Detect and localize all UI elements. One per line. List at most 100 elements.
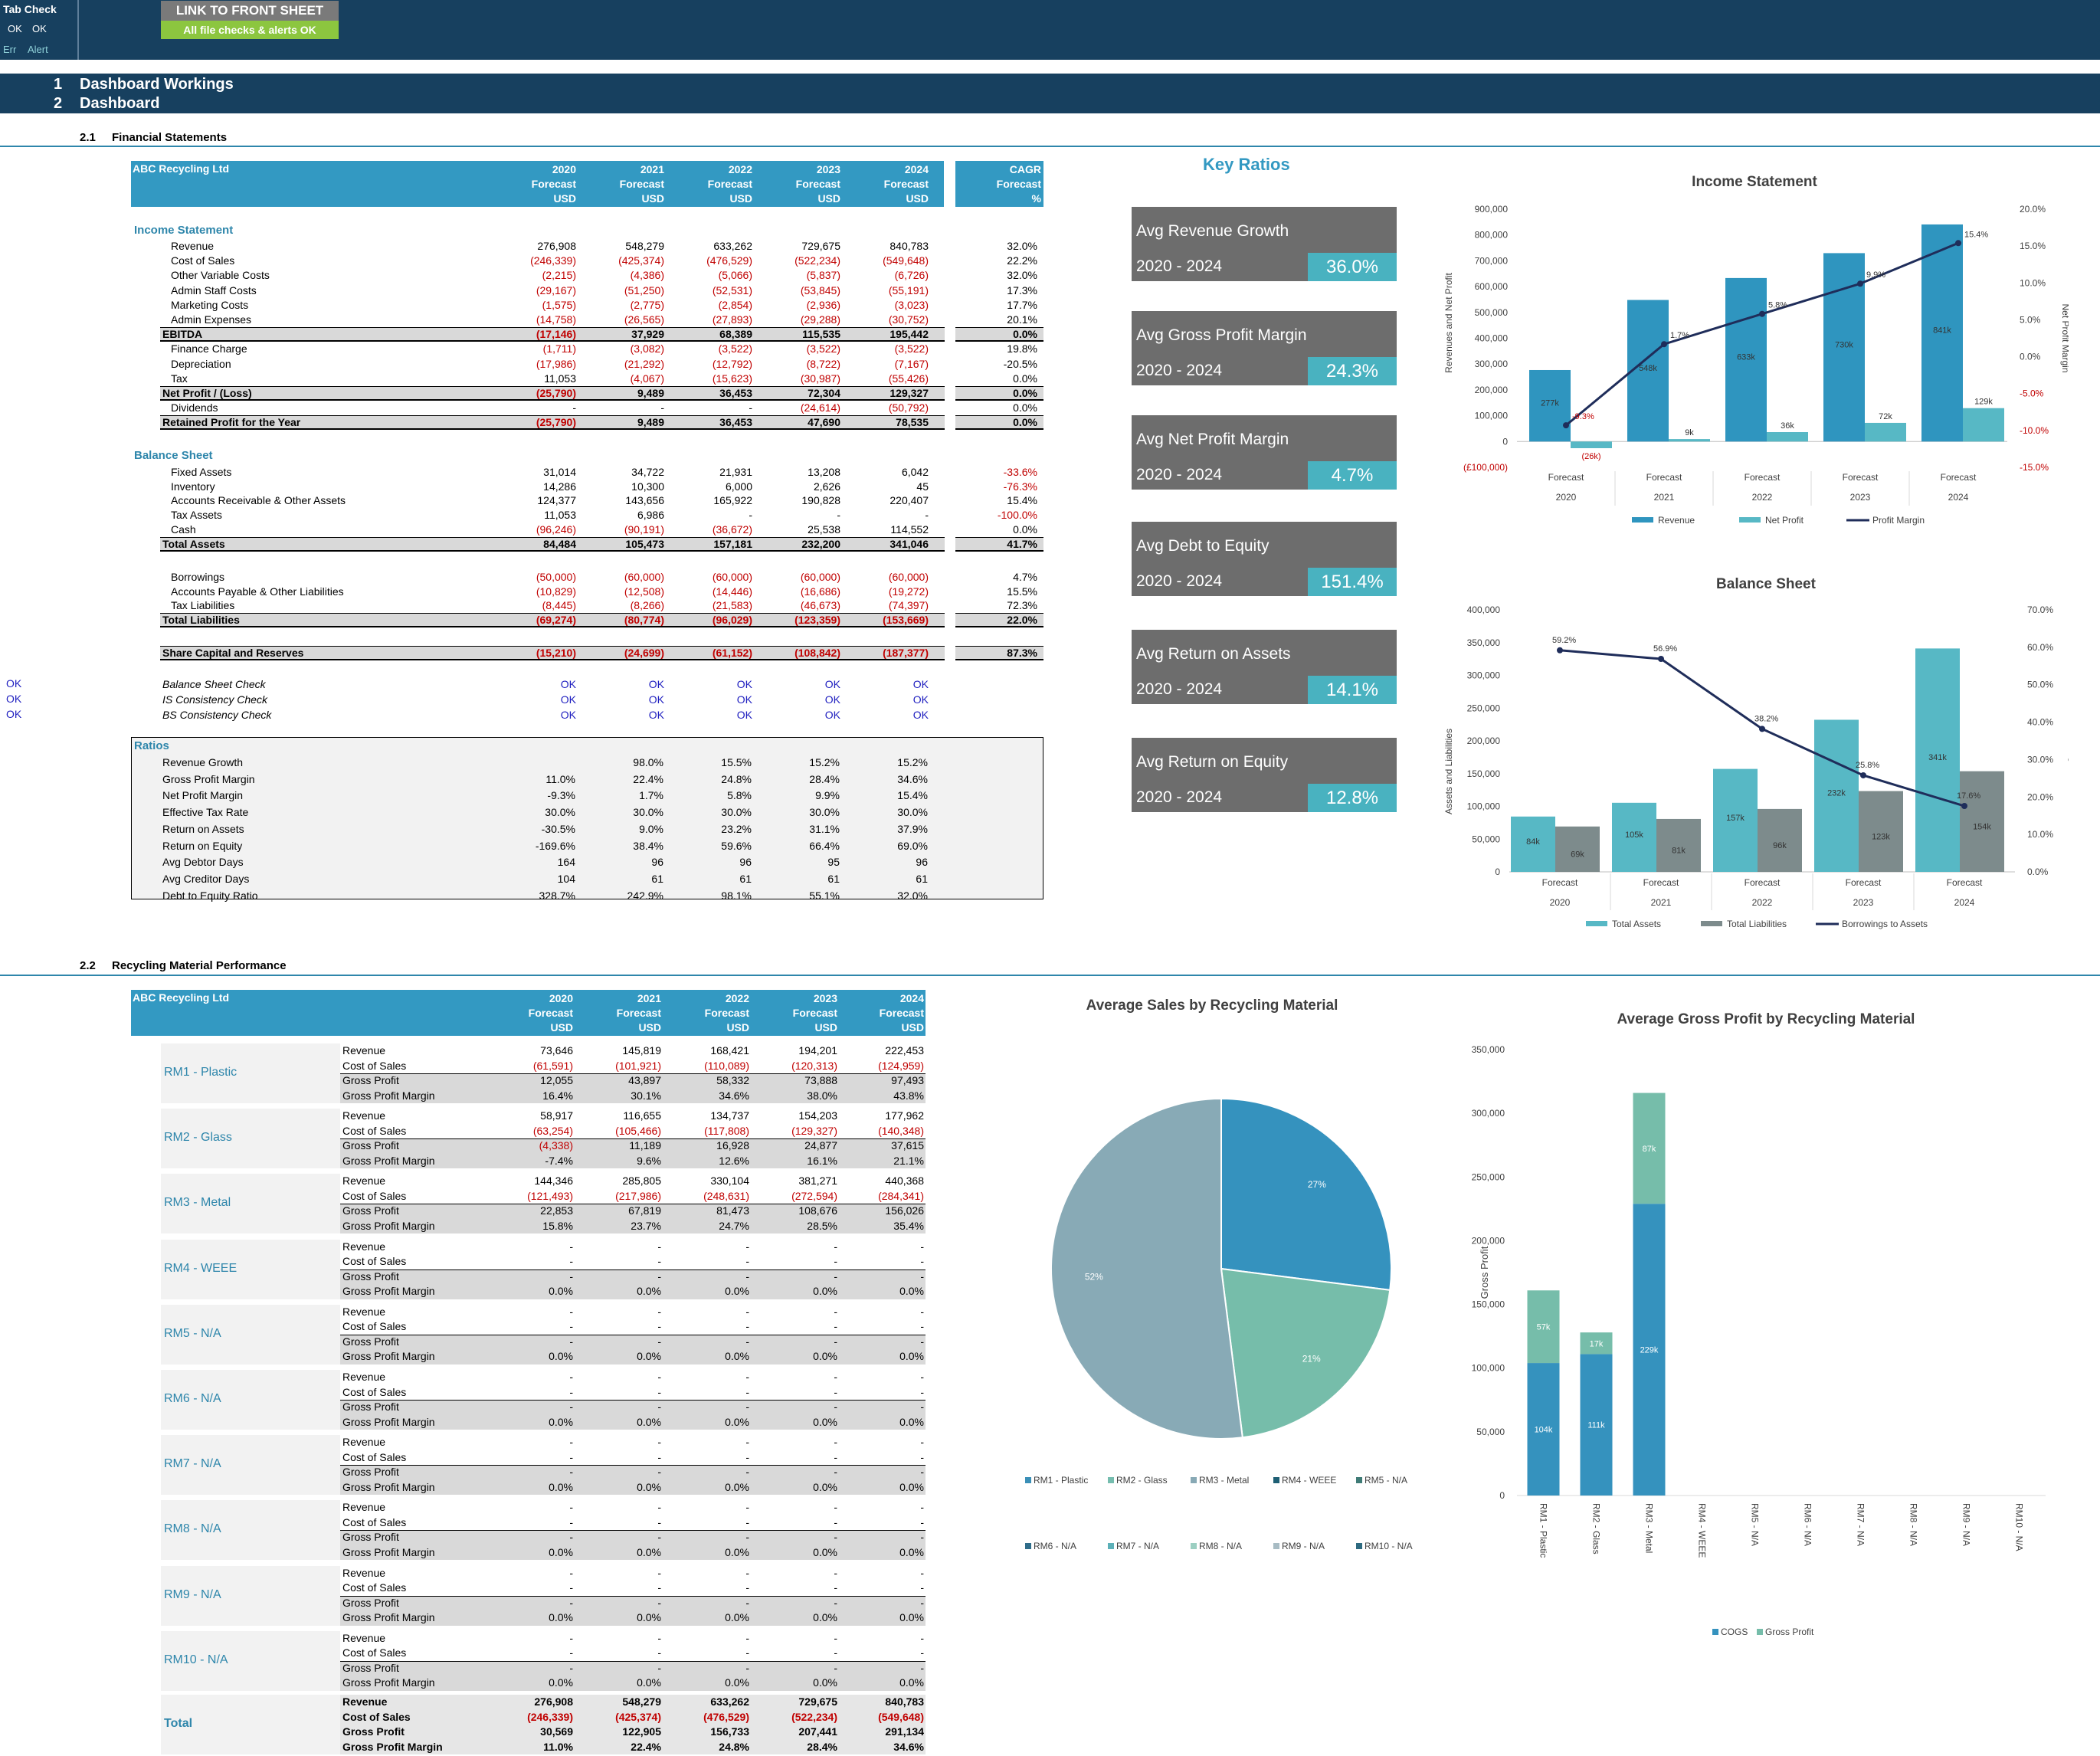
table-row: Dividends - - - (24,614) (50,792) 0.0% bbox=[131, 401, 1043, 415]
cell-value: - bbox=[657, 1515, 661, 1528]
bar-label: 87k bbox=[1643, 1145, 1656, 1154]
bar-label: 105k bbox=[1625, 830, 1643, 840]
legend-label: RM6 - N/A bbox=[1034, 1541, 1076, 1551]
cell-value: (14,758) bbox=[536, 313, 576, 326]
x-tick-label: RM5 - N/A bbox=[1750, 1503, 1761, 1546]
cell-value: - bbox=[569, 1305, 573, 1318]
ratio-value: 164 bbox=[557, 856, 575, 869]
line-label: Cost of Sales bbox=[342, 1710, 411, 1723]
cell-value: 73,646 bbox=[540, 1044, 573, 1057]
y-tick-label: 150,000 bbox=[1472, 1299, 1505, 1310]
cell-value: - bbox=[569, 1269, 573, 1283]
table-row: Net Profit / (Loss) (25,790) 9,489 36,453 72… bbox=[131, 386, 1043, 401]
gp-band bbox=[340, 1138, 926, 1169]
ratio-value: 98.1% bbox=[721, 889, 752, 902]
line-label: Cost of Sales bbox=[342, 1059, 407, 1072]
cell-value: OK bbox=[912, 709, 929, 721]
nav-item-dashboard[interactable]: Dashboard bbox=[80, 95, 160, 112]
table-row: EBITDA (17,146) 37,929 68,389 115,535 195,442… bbox=[131, 327, 1043, 342]
cell-value: (8,445) bbox=[542, 599, 576, 612]
cell-value: 23.7% bbox=[631, 1219, 661, 1232]
net-profit-bar bbox=[1669, 439, 1710, 442]
ratio-value: 30.0% bbox=[809, 806, 840, 819]
nav-item-dashboard-workings[interactable]: Dashboard Workings bbox=[80, 76, 234, 93]
cell-value: -7.4% bbox=[545, 1154, 573, 1167]
cell-value: - bbox=[920, 1501, 924, 1514]
row-label: EBITDA bbox=[162, 328, 203, 341]
currency-label: USD bbox=[553, 192, 576, 205]
cell-value: (61,591) bbox=[532, 1059, 573, 1072]
y-tick-label: 50,000 bbox=[1476, 1427, 1505, 1437]
line-label: 15.4% bbox=[1964, 230, 1988, 239]
ratio-value: 5.8% bbox=[727, 789, 752, 802]
cell-value: - bbox=[569, 1320, 573, 1333]
material-block: RM6 - N/A Revenue - - - - - Cost of Sales - - - - - G… bbox=[161, 1370, 926, 1430]
cell-value: 13,208 bbox=[808, 466, 840, 478]
x-tick-label: 2022 bbox=[1752, 492, 1773, 503]
total-assets-bar bbox=[1612, 802, 1656, 872]
year-header: 2023 bbox=[813, 992, 837, 1004]
cell-value: - bbox=[657, 1450, 661, 1463]
cell-value: 108,676 bbox=[798, 1204, 837, 1217]
cell-value: 15.8% bbox=[542, 1219, 573, 1232]
bar-label: 730k bbox=[1835, 340, 1853, 349]
cell-value: 78,535 bbox=[896, 416, 929, 429]
cell-value: (50,792) bbox=[888, 401, 929, 414]
cell-value: (55,426) bbox=[888, 372, 929, 385]
bar-label: 9k bbox=[1685, 428, 1694, 437]
cell-value: 156,026 bbox=[885, 1204, 924, 1217]
cell-value: - bbox=[657, 1646, 661, 1659]
cell-value: (7,167) bbox=[894, 357, 929, 370]
slice-label: 52% bbox=[1085, 1271, 1103, 1282]
x-tick-label: Forecast bbox=[1941, 472, 1977, 483]
line-label: Cost of Sales bbox=[342, 1515, 407, 1528]
cell-value: OK bbox=[736, 678, 752, 690]
row-label: Tax bbox=[171, 372, 188, 385]
line-point bbox=[1955, 240, 1961, 247]
material-name-cell bbox=[161, 1370, 340, 1430]
cagr-value: 15.4% bbox=[1007, 494, 1037, 507]
cell-value: 30,569 bbox=[540, 1725, 573, 1738]
year-header: 2024 bbox=[904, 163, 929, 175]
cell-value: 0.0% bbox=[899, 1545, 924, 1558]
check-flag: OK bbox=[6, 693, 22, 705]
cell-value: 207,441 bbox=[798, 1725, 837, 1738]
cell-value: 22,853 bbox=[540, 1204, 573, 1217]
row-label: Tax Assets bbox=[171, 509, 222, 522]
cell-value: 2,626 bbox=[813, 480, 840, 493]
cell-value: - bbox=[657, 1385, 661, 1398]
forecast-label: Forecast bbox=[792, 1007, 837, 1019]
cell-value: (63,254) bbox=[532, 1124, 573, 1137]
divider bbox=[77, 0, 79, 60]
total-band bbox=[955, 415, 1043, 431]
cell-value: (129,327) bbox=[791, 1124, 837, 1137]
cell-value: (24,699) bbox=[624, 647, 664, 659]
cell-value: OK bbox=[560, 693, 576, 706]
balance-sheet-chart: Balance Sheet 400,000 350,000 300,000 250,00… bbox=[1443, 576, 2069, 929]
row-label: Share Capital and Reserves bbox=[162, 647, 304, 659]
link-to-front-sheet-button[interactable]: LINK TO FRONT SHEET bbox=[161, 1, 339, 21]
cagr-value: -20.5% bbox=[1003, 357, 1037, 370]
kpi-value: 14.1% bbox=[1308, 676, 1397, 704]
currency-label: USD bbox=[814, 1021, 837, 1034]
cell-value: (80,774) bbox=[624, 614, 664, 627]
table-row: Cost of Sales (246,339) (425,374) (476,529)… bbox=[131, 254, 1043, 268]
top-bar: Tab Check OK OK Err Alert LINK TO FRONT … bbox=[0, 0, 2100, 60]
cell-value: - bbox=[745, 1566, 749, 1579]
cagr-header: CAGR Forecast % bbox=[955, 161, 1043, 207]
x-tick-label: RM1 - Plastic bbox=[1538, 1503, 1549, 1558]
cell-value: 840,783 bbox=[885, 1695, 924, 1708]
cell-value: 0.0% bbox=[549, 1676, 573, 1689]
material-name-cell bbox=[161, 1239, 340, 1299]
cell-value: OK bbox=[648, 693, 664, 706]
cell-value: 0.0% bbox=[725, 1285, 749, 1298]
gp-band bbox=[340, 1530, 926, 1561]
kpi-card: Avg Return on Assets 2020 - 2024 14.1% bbox=[1132, 630, 1397, 704]
kpi-period: 2020 - 2024 bbox=[1136, 257, 1223, 275]
ratio-value: -30.5% bbox=[541, 822, 575, 835]
legend-swatch bbox=[1757, 1629, 1763, 1635]
y2-tick-label: 40.0% bbox=[2027, 717, 2053, 728]
material-block: RM10 - N/A Revenue - - - - - Cost of Sales - - - - -… bbox=[161, 1630, 926, 1691]
cell-value: (8,722) bbox=[806, 357, 840, 370]
table-row: Marketing Costs (1,575) (2,775) (2,854) (2,9… bbox=[131, 298, 1043, 313]
